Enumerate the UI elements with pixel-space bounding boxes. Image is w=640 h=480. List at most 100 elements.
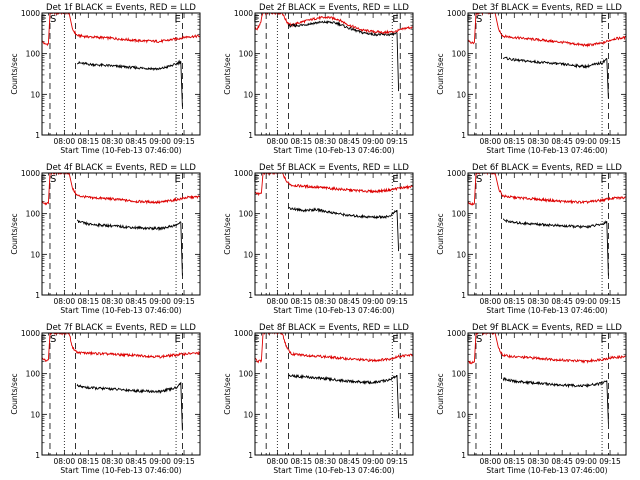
y-tick-label: 10 [456, 90, 466, 99]
y-axis-label: Counts/sec [436, 373, 445, 414]
y-tick-label: 1 [248, 451, 253, 460]
series-line-lld [255, 13, 413, 35]
chart-title: Det 5f BLACK = Events, RED = LLD [259, 163, 409, 173]
x-tick-label: 09:15 [599, 297, 621, 306]
event-marker-S: S [50, 14, 56, 25]
plot-frame [41, 332, 201, 456]
y-tick-label: 10 [456, 410, 466, 419]
plot-frame [254, 12, 414, 136]
x-tick-label: 09:15 [173, 457, 195, 466]
y-tick-label: 100 [26, 370, 41, 379]
x-tick-label: 09:00 [575, 137, 597, 146]
chart-title: Det 9f BLACK = Events, RED = LLD [472, 323, 622, 333]
y-tick-label: 100 [239, 370, 254, 379]
x-tick-label: 08:30 [527, 457, 549, 466]
series-group [255, 173, 413, 252]
x-tick-label: 08:00 [54, 297, 76, 306]
event-marker-E: E [466, 174, 472, 185]
chart-panel-5: Det 5f BLACK = Events, RED = LLD 1 10 100 10… [223, 163, 414, 315]
event-marker-E: E [174, 14, 180, 25]
x-tick-label: 08:45 [338, 457, 360, 466]
series-group [468, 13, 626, 99]
y-tick-label: 1 [461, 451, 466, 460]
chart-panel-1: Det 1f BLACK = Events, RED = LLD 1 10 100 10… [10, 3, 201, 155]
event-marker-S: S [50, 334, 56, 345]
x-tick-label: 08:45 [551, 137, 573, 146]
x-axis-label: Start Time (10-Feb-13 07:46:00) [273, 466, 394, 475]
series-line-events [76, 381, 183, 431]
series-group [255, 333, 413, 419]
series-line-lld [468, 13, 626, 48]
x-tick-label: 08:15 [503, 137, 525, 146]
series-line-events [288, 20, 400, 92]
series-line-lld [468, 173, 626, 206]
x-tick-label: 08:15 [503, 457, 525, 466]
chart-title: Det 4f BLACK = Events, RED = LLD [46, 163, 196, 173]
x-tick-label: 08:45 [125, 137, 147, 146]
event-marker-E: E [174, 174, 180, 185]
event-marker-E: E [600, 174, 606, 185]
x-tick-label: 08:15 [290, 137, 312, 146]
x-tick-label: 08:00 [267, 137, 289, 146]
x-tick-label: 08:00 [480, 297, 502, 306]
chart-title: Det 3f BLACK = Events, RED = LLD [472, 3, 622, 13]
y-axis-label: Counts/sec [223, 53, 232, 94]
y-tick-label: 10 [30, 90, 40, 99]
x-tick-label: 08:15 [77, 297, 99, 306]
y-tick-label: 100 [239, 50, 254, 59]
y-axis-label: Counts/sec [436, 213, 445, 254]
x-tick-label: 08:30 [101, 297, 123, 306]
chart-panel-4: Det 4f BLACK = Events, RED = LLD 1 10 100 10… [10, 163, 201, 315]
series-line-events [502, 376, 609, 424]
x-axis-label: Start Time (10-Feb-13 07:46:00) [486, 466, 607, 475]
chart-title: Det 7f BLACK = Events, RED = LLD [46, 323, 196, 333]
x-tick-label: 09:15 [599, 457, 621, 466]
x-tick-label: 08:15 [290, 297, 312, 306]
x-tick-label: 09:15 [386, 297, 408, 306]
series-line-lld [42, 173, 200, 206]
y-axis-label: Counts/sec [223, 213, 232, 254]
x-axis-label: Start Time (10-Feb-13 07:46:00) [60, 146, 181, 155]
x-tick-label: 08:15 [77, 137, 99, 146]
y-tick-label: 1000 [447, 329, 466, 338]
x-tick-label: 09:15 [173, 137, 195, 146]
y-axis-label: Counts/sec [10, 53, 19, 94]
x-axis-label: Start Time (10-Feb-13 07:46:00) [273, 146, 394, 155]
event-marker-E: E [253, 174, 259, 185]
y-tick-label: 1000 [21, 169, 40, 178]
y-tick-label: 10 [30, 410, 40, 419]
chart-panel-7: Det 7f BLACK = Events, RED = LLD 1 10 100 10… [10, 323, 201, 475]
series-group [468, 333, 626, 424]
event-marker-S: S [476, 14, 482, 25]
event-marker-E: E [174, 334, 180, 345]
x-tick-label: 09:00 [149, 137, 171, 146]
series-group [42, 173, 200, 276]
chart-panel-6: Det 6f BLACK = Events, RED = LLD 1 10 100 10… [436, 163, 627, 315]
series-group [255, 13, 413, 92]
x-tick-label: 08:45 [551, 457, 573, 466]
y-tick-label: 100 [26, 210, 41, 219]
x-tick-label: 08:30 [101, 137, 123, 146]
x-tick-label: 09:00 [362, 297, 384, 306]
y-tick-label: 1 [35, 131, 40, 140]
y-axis-label: Counts/sec [10, 213, 19, 254]
x-tick-label: 08:30 [527, 297, 549, 306]
y-tick-label: 1000 [21, 329, 40, 338]
y-tick-label: 100 [452, 370, 467, 379]
chart-title: Det 2f BLACK = Events, RED = LLD [259, 3, 409, 13]
series-line-events [288, 206, 400, 252]
event-marker-E: E [600, 14, 606, 25]
chart-title: Det 8f BLACK = Events, RED = LLD [259, 323, 409, 333]
series-line-lld [255, 173, 413, 197]
x-axis-label: Start Time (10-Feb-13 07:46:00) [486, 306, 607, 315]
y-tick-label: 1 [35, 291, 40, 300]
plot-frame [41, 172, 201, 296]
x-tick-label: 08:30 [101, 457, 123, 466]
x-tick-label: 08:00 [267, 457, 289, 466]
event-marker-E: E [40, 174, 46, 185]
plot-frame [467, 172, 627, 296]
x-tick-label: 09:15 [599, 137, 621, 146]
x-axis-label: Start Time (10-Feb-13 07:46:00) [60, 466, 181, 475]
event-marker-E: E [253, 14, 259, 25]
